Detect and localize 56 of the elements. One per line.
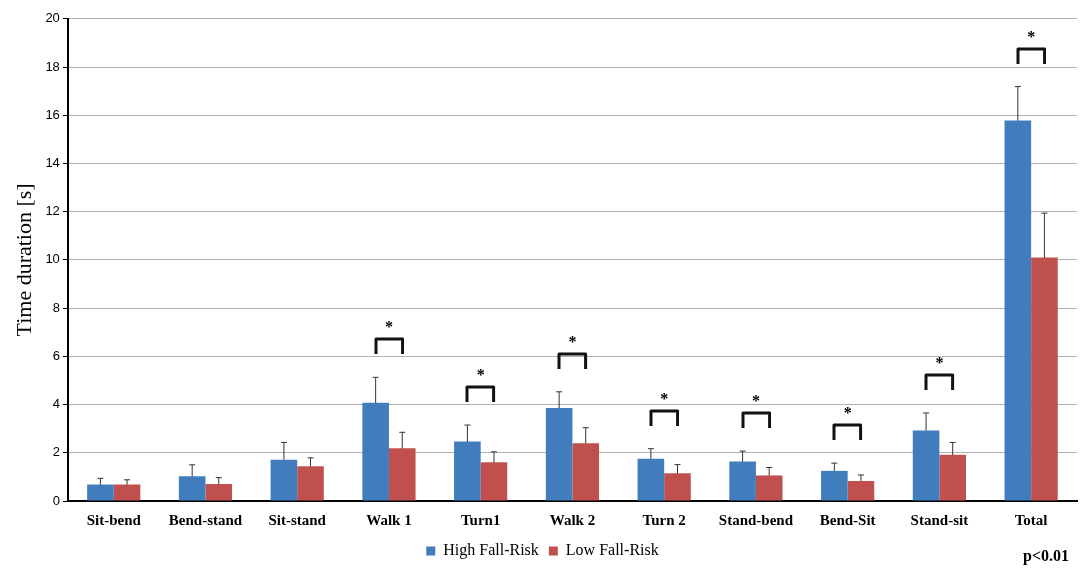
x-tick-label: Turn1 bbox=[460, 511, 501, 528]
bar bbox=[729, 461, 756, 501]
x-tick-label: Stand-sit bbox=[910, 511, 969, 528]
bar bbox=[637, 458, 665, 501]
bar bbox=[454, 441, 481, 501]
bar bbox=[178, 476, 206, 501]
legend-label: High Fall-Risk bbox=[443, 541, 539, 560]
bar bbox=[388, 448, 416, 501]
y-tick-label: 6 bbox=[52, 347, 60, 363]
y-tick-label: 8 bbox=[52, 299, 60, 315]
x-tick-label: Walk 1 bbox=[366, 511, 412, 528]
bar bbox=[755, 475, 783, 501]
annotation: * bbox=[750, 391, 761, 412]
bar bbox=[297, 466, 324, 501]
y-tick-label: 0 bbox=[52, 492, 60, 508]
y-axis-title: Time duration [s] bbox=[10, 183, 36, 337]
x-tick-label: Bend-stand bbox=[168, 511, 243, 528]
x-tick-label: Bend-Sit bbox=[819, 511, 876, 528]
bar bbox=[545, 407, 573, 501]
bar bbox=[912, 430, 940, 501]
bar bbox=[821, 470, 848, 501]
y-tick-label: 2 bbox=[52, 444, 60, 460]
legend-label: Low Fall-Risk bbox=[565, 541, 659, 559]
x-tick-label: Stand-bend bbox=[718, 511, 794, 528]
annotation: * bbox=[842, 403, 853, 424]
bar bbox=[664, 473, 691, 501]
x-tick-label: Walk 2 bbox=[549, 511, 596, 528]
x-tick-label: Turn 2 bbox=[642, 511, 686, 528]
annotation: * bbox=[475, 365, 486, 386]
y-tick-label: 16 bbox=[45, 106, 60, 122]
bar bbox=[113, 484, 141, 501]
annotation: * bbox=[659, 388, 670, 409]
bar bbox=[572, 443, 600, 501]
x-tick-label: Sit-stand bbox=[268, 511, 327, 528]
bar bbox=[362, 402, 389, 501]
x-tick-label: Sit-bend bbox=[86, 511, 142, 528]
y-tick-label: 14 bbox=[45, 155, 60, 171]
annotation: * bbox=[567, 331, 578, 352]
bar bbox=[87, 484, 114, 501]
bar bbox=[480, 462, 508, 501]
text: p<0.01 bbox=[1022, 547, 1069, 565]
bar bbox=[270, 459, 298, 501]
bar bbox=[1004, 120, 1032, 501]
y-tick-label: 10 bbox=[45, 251, 60, 267]
x-tick-label: Total bbox=[1014, 511, 1048, 528]
bar bbox=[939, 454, 966, 501]
annotation: * bbox=[1026, 26, 1037, 47]
y-tick-label: 4 bbox=[52, 396, 60, 412]
y-tick-label: 18 bbox=[45, 58, 60, 74]
y-tick-label: 12 bbox=[45, 203, 60, 219]
annotation: * bbox=[934, 353, 945, 373]
bar bbox=[1031, 257, 1058, 501]
bar bbox=[205, 483, 233, 501]
annotation: * bbox=[383, 317, 394, 338]
y-tick-label: 20 bbox=[45, 10, 60, 26]
bar bbox=[847, 480, 875, 501]
